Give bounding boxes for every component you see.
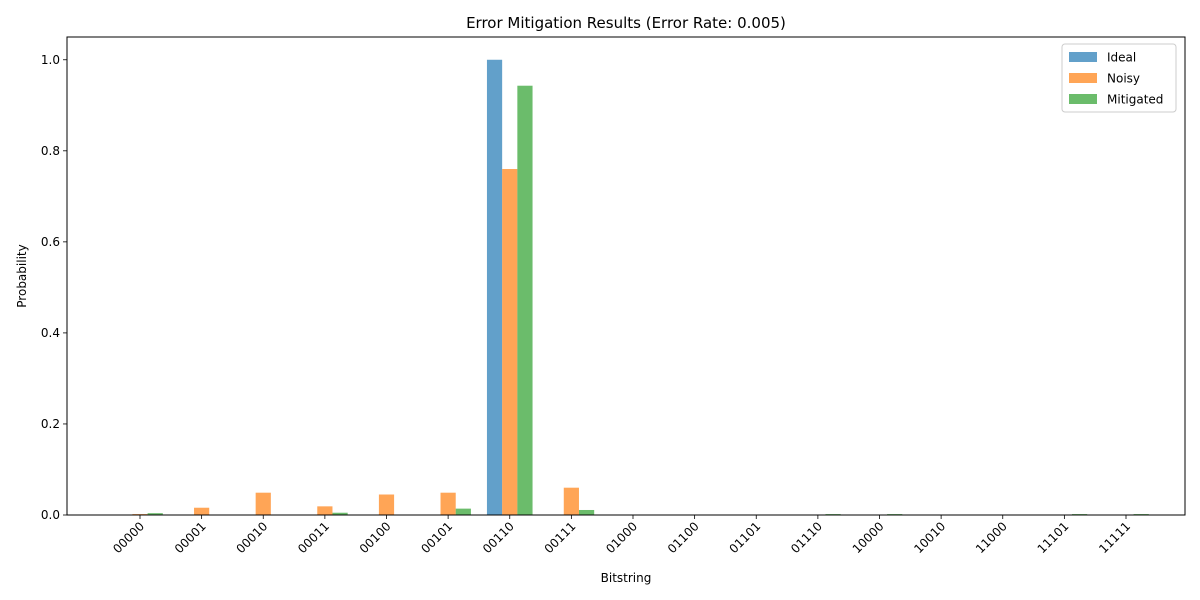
y-tick-label: 1.0 [41, 53, 60, 67]
bar-mitigated-00000 [147, 513, 163, 515]
y-tick-label: 0.6 [41, 235, 60, 249]
x-tick-label: 00111 [542, 519, 579, 556]
chart-title: Error Mitigation Results (Error Rate: 0.… [466, 14, 786, 32]
y-tick-label: 0.4 [41, 326, 60, 340]
bars-group [132, 59, 1149, 516]
x-tick-label: 01110 [788, 519, 825, 556]
bar-noisy-00001 [194, 507, 210, 515]
bar-noisy-00111 [563, 487, 579, 515]
x-tick-label: 10010 [911, 519, 948, 556]
y-tick-label: 0.8 [41, 144, 60, 158]
plot-frame [66, 36, 1186, 516]
legend-swatch-mitigated [1069, 94, 1097, 104]
legend-label-noisy: Noisy [1107, 72, 1140, 86]
bar-mitigated-00101 [455, 508, 471, 515]
x-tick-label: 00011 [295, 519, 332, 556]
x-tick-label: 00001 [172, 519, 209, 556]
y-axis-title: Probability [15, 244, 29, 307]
bar-mitigated-00111 [578, 509, 595, 515]
legend-label-mitigated: Mitigated [1107, 93, 1163, 107]
legend-label-ideal: Ideal [1107, 51, 1136, 65]
x-tick-label: 01000 [603, 519, 640, 556]
x-tick-label: 00101 [418, 519, 455, 556]
bar-mitigated-00110 [517, 85, 533, 516]
x-tick-label: 01100 [665, 519, 702, 556]
bar-noisy-00101 [440, 492, 456, 515]
bar-ideal-00110 [486, 59, 503, 515]
x-tick-label: 01101 [726, 519, 763, 556]
x-tick-label: 00110 [480, 519, 517, 556]
x-axis-title: Bitstring [601, 571, 652, 585]
legend-swatch-noisy [1069, 73, 1097, 83]
x-tick-label: 11101 [1035, 519, 1072, 556]
legend-swatch-ideal [1069, 52, 1097, 62]
bar-mitigated-00011 [332, 512, 348, 515]
bar-noisy-00110 [502, 169, 518, 515]
y-tick-label: 0.0 [41, 508, 60, 522]
bar-noisy-00100 [378, 494, 395, 515]
x-tick-label: 00000 [110, 519, 147, 556]
x-tick-label: 11000 [973, 519, 1010, 556]
x-axis: 00000 00001 00010 00011 00100 00101 00110 00111… [110, 515, 1133, 556]
y-axis: 0.0 0.2 0.4 0.6 0.8 1.0 [41, 53, 67, 522]
x-tick-label: 10000 [850, 519, 887, 556]
x-tick-label: 00100 [357, 519, 394, 556]
y-tick-label: 0.2 [41, 417, 60, 431]
x-tick-label: 11111 [1096, 519, 1133, 556]
bar-noisy-00011 [317, 506, 333, 515]
bar-noisy-00010 [255, 492, 271, 515]
legend: Ideal Noisy Mitigated [1061, 43, 1177, 113]
x-tick-label: 00010 [233, 519, 270, 556]
